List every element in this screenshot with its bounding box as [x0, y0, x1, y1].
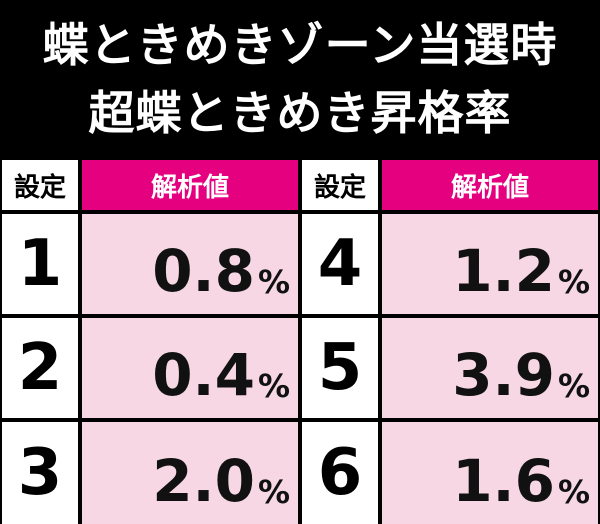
value-cell: 0.4%	[82, 318, 298, 418]
setting-label: 1	[17, 227, 63, 301]
setting-cell: 5	[302, 318, 378, 418]
value-cell: 1.2%	[382, 214, 598, 314]
value-unit: %	[257, 367, 290, 405]
value-cell: 0.8%	[82, 214, 298, 314]
value-cell: 3.9%	[382, 318, 598, 418]
value-number: 2.0	[152, 447, 255, 515]
setting-cell: 1	[2, 214, 78, 314]
value-number: 0.8	[152, 237, 255, 305]
setting-cell: 4	[302, 214, 378, 314]
value-unit: %	[257, 263, 290, 301]
setting-label: 4	[317, 227, 363, 301]
header-cell: 解析値	[382, 160, 598, 210]
value-cell: 2.0%	[82, 422, 298, 524]
header-text: 設定	[313, 172, 366, 203]
value-unit: %	[557, 367, 590, 405]
value-unit: %	[557, 263, 590, 301]
setting-label: 5	[317, 331, 363, 405]
header-text: 設定	[13, 172, 66, 203]
setting-label: 3	[17, 436, 63, 510]
value-number: 1.6	[452, 447, 555, 515]
value-number: 1.2	[452, 237, 555, 305]
setting-cell: 3	[2, 422, 78, 524]
table: 設定 解析値 1 0.8% 2 0.4% 3 2.0% 設定 解析値 4 1.2% 5 3.9% 6 1.6%	[2, 160, 600, 524]
value-cell: 1.6%	[382, 422, 598, 524]
header-cell: 設定	[2, 160, 78, 210]
title-line: 超蝶ときめき昇格率	[88, 86, 512, 140]
header-cell: 解析値	[82, 160, 298, 210]
header-text: 解析値	[150, 172, 229, 203]
value-unit: %	[257, 473, 290, 511]
value-number: 3.9	[452, 341, 555, 409]
setting-label: 6	[317, 436, 363, 510]
setting-cell: 6	[302, 422, 378, 524]
title-line: 蝶ときめきゾーン当選時	[42, 18, 558, 72]
value-number: 0.4	[152, 341, 255, 409]
header-text: 解析値	[450, 172, 529, 203]
setting-cell: 2	[2, 318, 78, 418]
setting-label: 2	[17, 331, 63, 405]
header-cell: 設定	[302, 160, 378, 210]
value-unit: %	[557, 473, 590, 511]
